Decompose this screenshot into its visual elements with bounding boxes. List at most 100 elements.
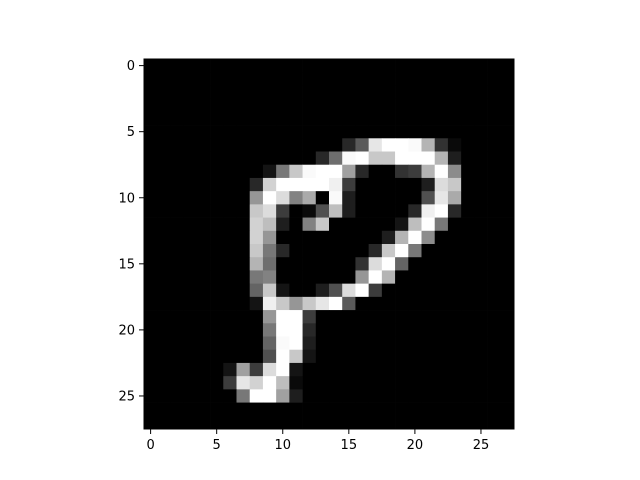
pixel-cell [183, 270, 198, 284]
pixel-cell [289, 349, 303, 364]
pixel-cell [381, 323, 396, 337]
pixel-cell [408, 362, 422, 377]
pixel-cell [170, 217, 184, 232]
pixel-cell [236, 415, 251, 430]
pixel-cell [381, 244, 396, 258]
pixel-cell [447, 191, 462, 205]
pixel-cell [144, 125, 158, 139]
pixel-cell [144, 204, 158, 218]
pixel-cell [395, 402, 409, 417]
pixel-cell [183, 204, 198, 218]
pixel-cell [408, 72, 422, 86]
pixel-cell [487, 191, 502, 205]
pixel-cell [421, 257, 436, 271]
pixel-cell [381, 349, 396, 364]
pixel-cell [434, 283, 449, 298]
pixel-cell [170, 270, 184, 284]
pixel-cell [249, 296, 264, 311]
pixel-cell [210, 191, 224, 205]
pixel-cell [183, 310, 198, 324]
pixel-cell [342, 349, 356, 364]
pixel-cell [421, 336, 436, 351]
pixel-cell [342, 270, 356, 284]
pixel-cell [183, 389, 198, 403]
pixel-cell [236, 59, 251, 73]
pixel-cell [289, 257, 303, 271]
pixel-cell [236, 310, 251, 324]
pixel-cell [355, 310, 369, 324]
pixel-cell [329, 204, 343, 218]
pixel-cell [395, 389, 409, 403]
pixel-cell [355, 230, 369, 245]
pixel-cell [355, 349, 369, 364]
pixel-cell [368, 310, 383, 324]
pixel-cell [447, 59, 462, 73]
pixel-cell [500, 111, 515, 126]
pixel-cell [302, 257, 317, 271]
pixel-cell [447, 349, 462, 364]
pixel-cell [183, 59, 198, 73]
pixel-cell [289, 323, 303, 337]
pixel-cell [249, 270, 264, 284]
pixel-cell [196, 151, 211, 166]
pixel-cell [170, 85, 184, 99]
pixel-cell [315, 349, 330, 364]
pixel-cell [447, 204, 462, 218]
pixel-cell [315, 270, 330, 284]
pixel-cell [249, 362, 264, 377]
pixel-cell [342, 125, 356, 139]
pixel-cell [434, 336, 449, 351]
pixel-cell [368, 270, 383, 284]
pixel-cell [249, 230, 264, 245]
axes-frame [143, 58, 515, 430]
pixel-cell [329, 59, 343, 73]
pixel-cell [210, 270, 224, 284]
pixel-cell [302, 72, 317, 86]
pixel-cell [355, 98, 369, 113]
pixel-cell [236, 296, 251, 311]
pixel-cell [447, 230, 462, 245]
pixel-cell [315, 125, 330, 139]
pixel-cell [276, 389, 290, 403]
pixel-cell [500, 204, 515, 218]
pixel-cell [408, 376, 422, 390]
pixel-cell [408, 98, 422, 113]
pixel-cell [302, 376, 317, 390]
pixel-cell [210, 402, 224, 417]
pixel-cell [329, 389, 343, 403]
pixel-cell [157, 323, 171, 337]
pixel-cell [196, 177, 211, 192]
pixel-cell [262, 230, 277, 245]
pixel-cell [355, 204, 369, 218]
pixel-cell [315, 151, 330, 166]
pixel-cell [302, 389, 317, 403]
pixel-cell [276, 111, 290, 126]
pixel-cell [223, 257, 237, 271]
pixel-cell [276, 283, 290, 298]
pixel-cell [315, 204, 330, 218]
pixel-cell [196, 310, 211, 324]
pixel-cell [355, 111, 369, 126]
pixel-cell [487, 204, 502, 218]
pixel-cell [368, 283, 383, 298]
pixel-cell [183, 151, 198, 166]
pixel-cell [500, 376, 515, 390]
pixel-cell [329, 257, 343, 271]
pixel-cell [461, 415, 475, 430]
pixel-cell [408, 217, 422, 232]
pixel-cell [368, 177, 383, 192]
pixel-cell [315, 59, 330, 73]
pixel-cell [210, 138, 224, 152]
pixel-cell [408, 336, 422, 351]
pixel-cell [487, 111, 502, 126]
pixel-cell [236, 138, 251, 152]
pixel-cell [236, 349, 251, 364]
pixel-cell [262, 244, 277, 258]
pixel-cell [342, 336, 356, 351]
pixel-cell [487, 336, 502, 351]
pixel-cell [368, 98, 383, 113]
pixel-cell [210, 296, 224, 311]
pixel-cell [487, 125, 502, 139]
pixel-cell [500, 257, 515, 271]
pixel-cell [276, 257, 290, 271]
